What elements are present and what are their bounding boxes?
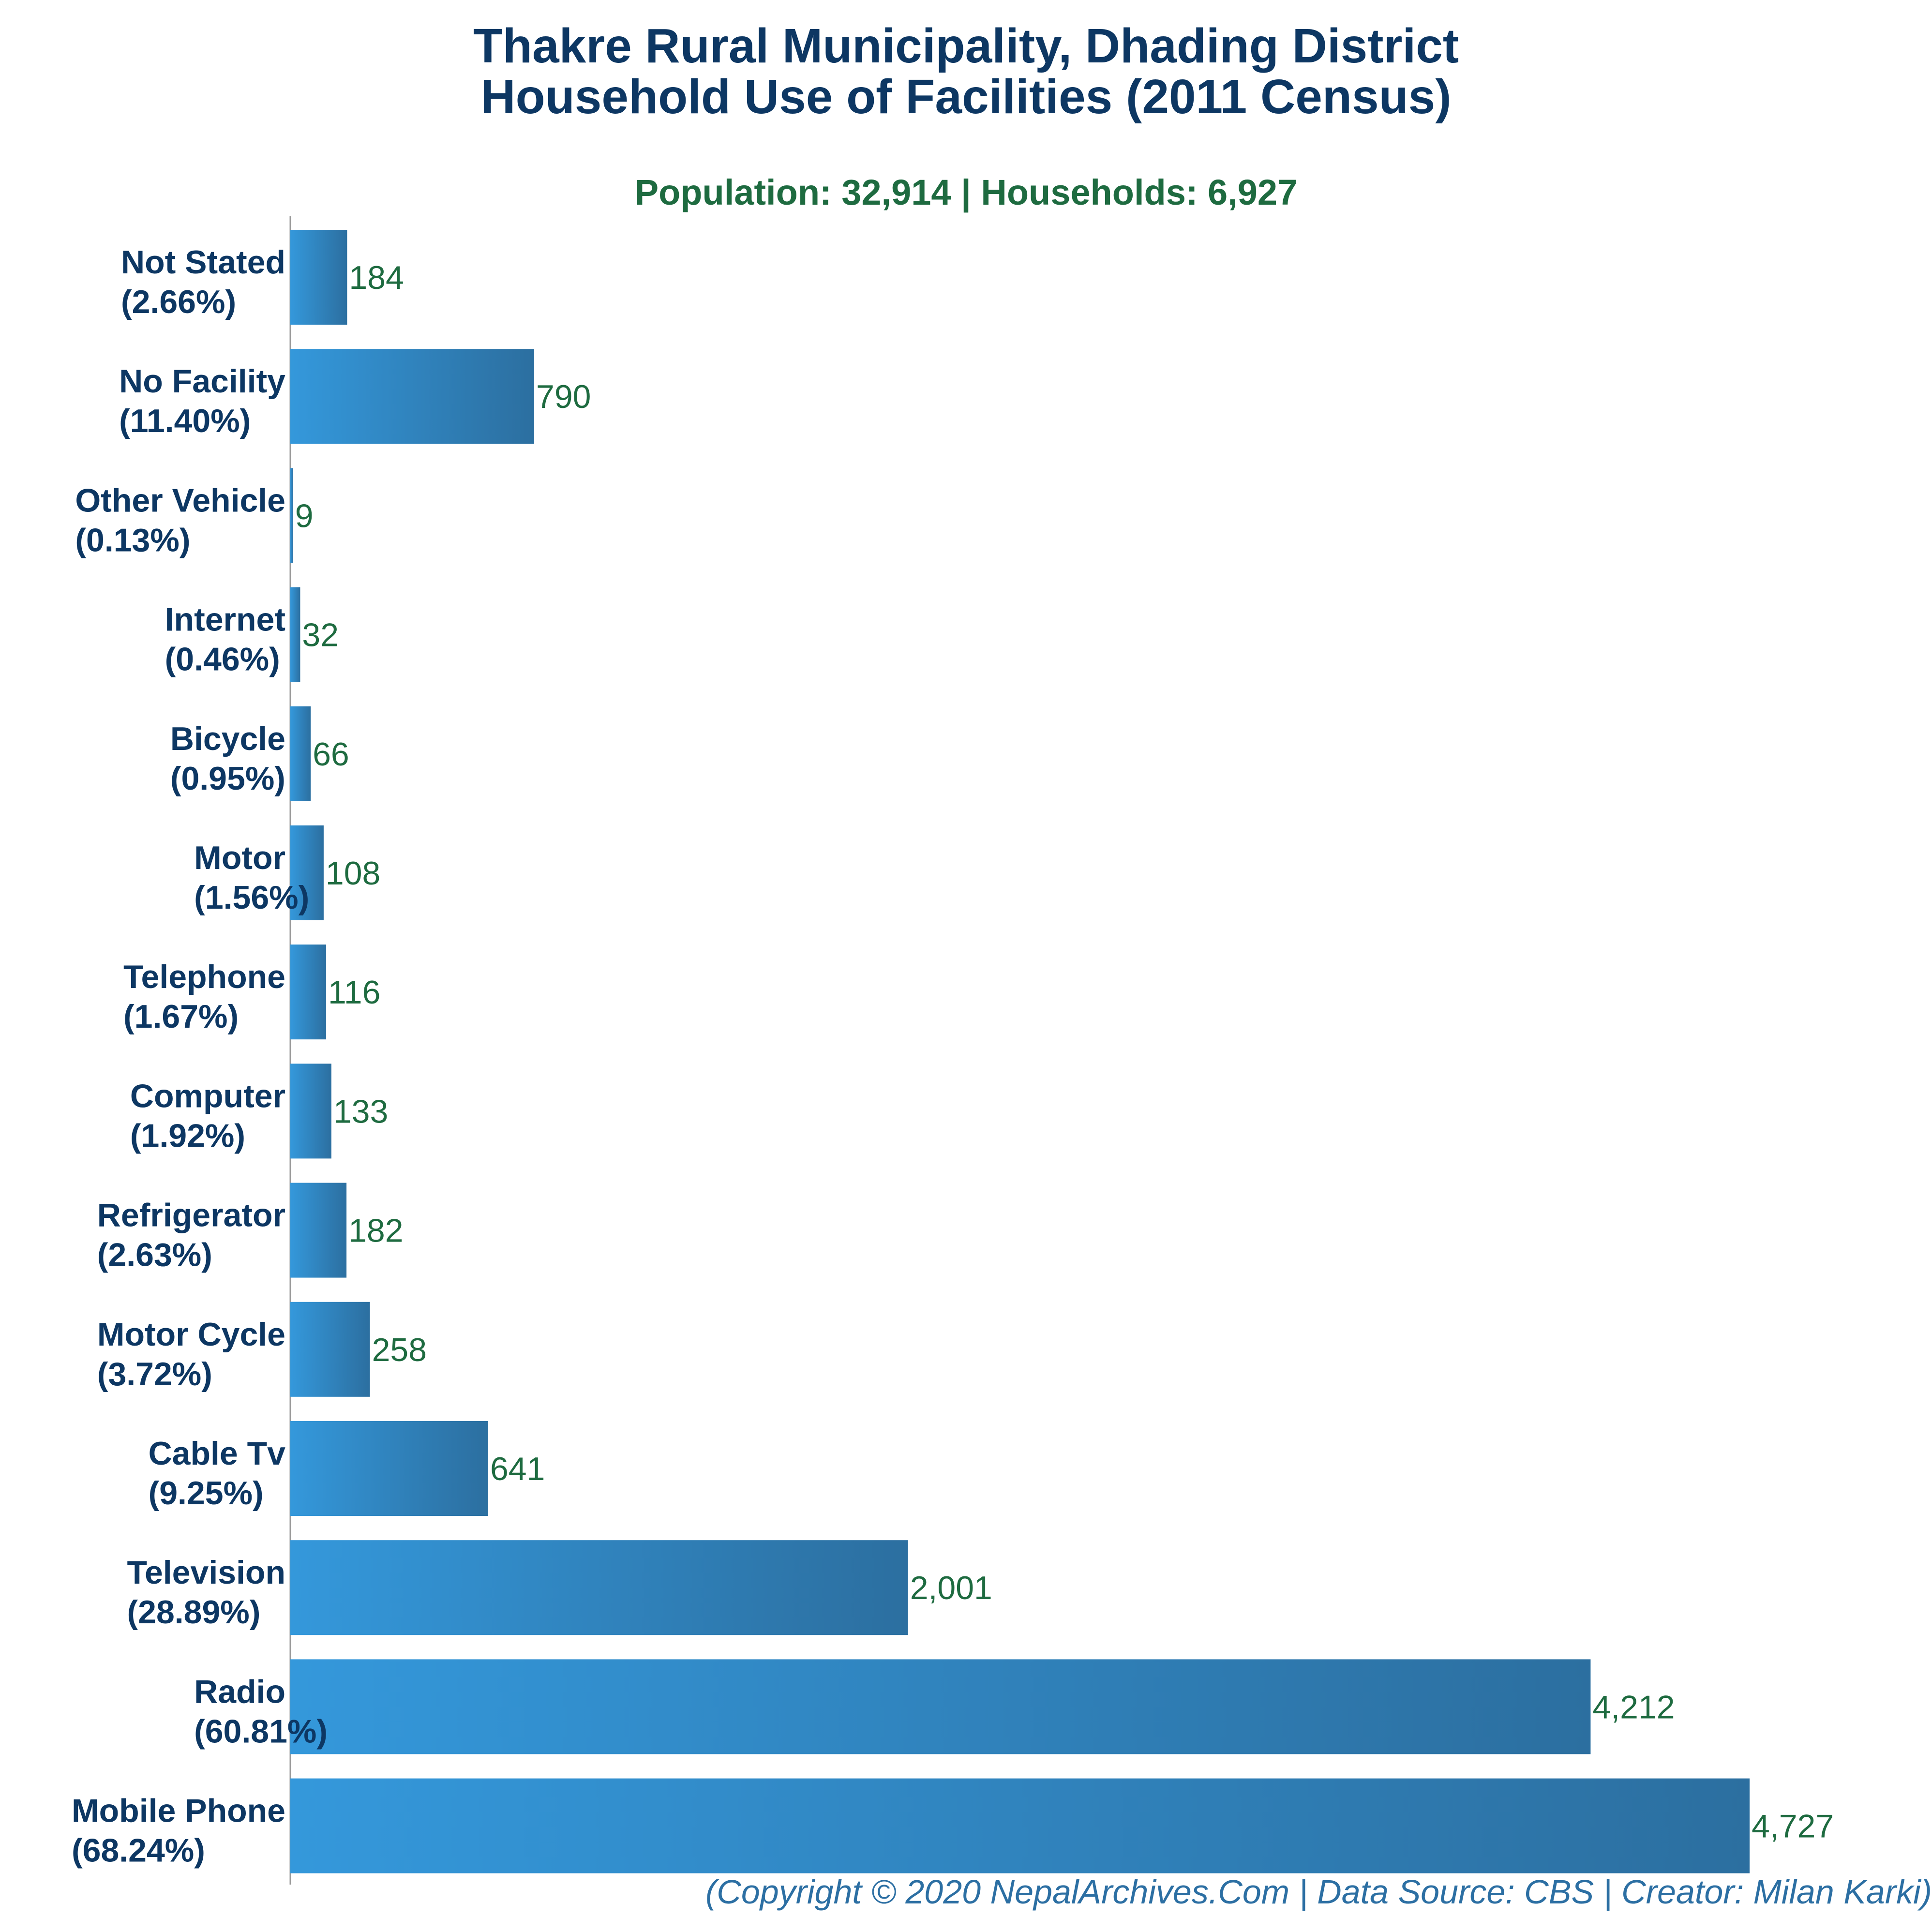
category-percent-not-stated: (2.66%) xyxy=(121,284,236,320)
value-label-internet: 32 xyxy=(302,617,339,654)
bar-not-stated xyxy=(290,230,347,325)
value-label-not-stated: 184 xyxy=(349,259,404,296)
bar-motor-cycle xyxy=(290,1302,370,1397)
category-label-internet: Internet xyxy=(165,601,285,638)
value-label-motor-cycle: 258 xyxy=(372,1332,427,1368)
value-label-refrigerator: 182 xyxy=(348,1213,403,1249)
value-label-television: 2,001 xyxy=(910,1570,992,1606)
value-label-computer: 133 xyxy=(333,1093,388,1130)
category-label-motor: Motor xyxy=(194,839,285,876)
bar-cable-tv xyxy=(290,1421,488,1516)
bars-group: 184 Not Stated(2.66%) 790 No Facility(11.40… xyxy=(72,230,1834,1873)
category-label-computer: Computer xyxy=(130,1078,285,1114)
category-label-telephone: Telephone xyxy=(123,959,285,995)
value-label-bicycle: 66 xyxy=(313,736,349,773)
category-label-bicycle: Bicycle xyxy=(170,720,285,757)
chart-title-line-2: Household Use of Facilities (2011 Census… xyxy=(480,70,1452,124)
value-label-radio: 4,212 xyxy=(1592,1689,1675,1725)
chart-subtitle: Population: 32,914 | Households: 6,927 xyxy=(634,172,1298,212)
category-percent-motor-cycle: (3.72%) xyxy=(97,1356,212,1393)
category-percent-telephone: (1.67%) xyxy=(123,998,239,1035)
value-label-cable-tv: 641 xyxy=(490,1451,545,1487)
bar-mobile-phone xyxy=(290,1778,1750,1873)
category-percent-radio: (60.81%) xyxy=(194,1713,328,1750)
footer-credit: (Copyright © 2020 NepalArchives.Com | Da… xyxy=(705,1873,1932,1911)
value-label-telephone: 116 xyxy=(328,974,380,1011)
value-label-no-facility: 790 xyxy=(536,378,591,415)
category-percent-no-facility: (11.40%) xyxy=(119,403,251,439)
bar-internet xyxy=(290,587,300,682)
category-percent-cable-tv: (9.25%) xyxy=(149,1475,264,1512)
category-label-mobile-phone: Mobile Phone xyxy=(72,1793,285,1829)
bar-computer xyxy=(290,1063,331,1159)
category-label-no-facility: No Facility xyxy=(119,363,285,400)
category-percent-motor: (1.56%) xyxy=(194,879,309,916)
category-label-radio: Radio xyxy=(194,1673,285,1710)
bar-other-vehicle xyxy=(290,468,293,563)
value-label-motor: 108 xyxy=(326,855,380,892)
bar-refrigerator xyxy=(290,1183,347,1278)
chart-title-line-1: Thakre Rural Municipality, Dhading Distr… xyxy=(473,19,1459,73)
bar-telephone xyxy=(290,944,327,1040)
category-percent-mobile-phone: (68.24%) xyxy=(72,1832,205,1869)
category-percent-refrigerator: (2.63%) xyxy=(97,1237,212,1273)
category-label-motor-cycle: Motor Cycle xyxy=(97,1316,285,1353)
category-label-not-stated: Not Stated xyxy=(121,244,285,281)
category-label-refrigerator: Refrigerator xyxy=(97,1197,285,1234)
category-label-cable-tv: Cable Tv xyxy=(149,1435,286,1472)
category-label-television: Television xyxy=(127,1554,285,1591)
category-percent-computer: (1.92%) xyxy=(130,1117,245,1154)
category-label-other-vehicle: Other Vehicle xyxy=(75,482,285,519)
bar-radio xyxy=(290,1659,1591,1754)
value-label-mobile-phone: 4,727 xyxy=(1752,1808,1834,1845)
category-percent-internet: (0.46%) xyxy=(165,641,280,678)
category-percent-other-vehicle: (0.13%) xyxy=(75,522,190,558)
bar-bicycle xyxy=(290,706,311,801)
value-label-other-vehicle: 9 xyxy=(295,497,314,534)
bar-television xyxy=(290,1540,908,1635)
category-percent-television: (28.89%) xyxy=(127,1594,260,1631)
bar-motor xyxy=(290,825,324,920)
bar-no-facility xyxy=(290,349,535,444)
category-percent-bicycle: (0.95%) xyxy=(170,760,285,797)
